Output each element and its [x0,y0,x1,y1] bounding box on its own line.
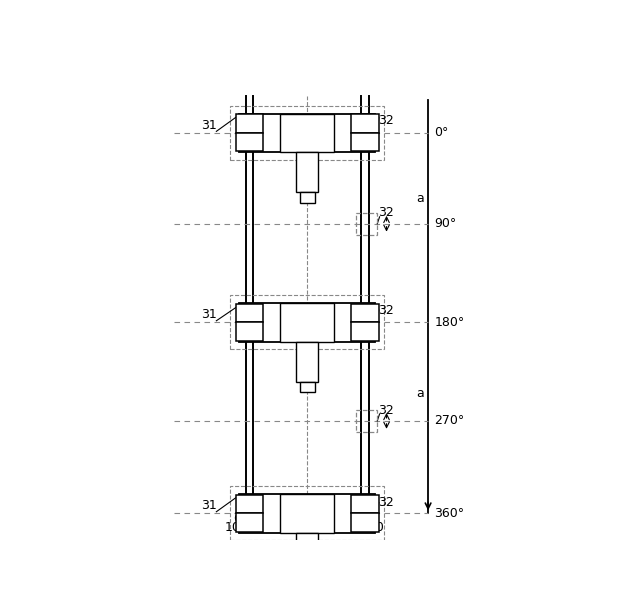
Text: 270°: 270° [435,415,465,427]
Text: 32: 32 [378,404,394,416]
Text: 32: 32 [378,304,394,316]
Text: 32: 32 [378,496,394,509]
Bar [351,322,379,341]
Bar [239,303,375,342]
Bar [230,296,384,349]
Text: 31: 31 [201,308,216,321]
Text: 31: 31 [201,119,216,132]
Bar [356,213,378,234]
Bar [280,303,334,342]
Bar [296,342,318,382]
Bar [280,114,334,152]
Bar [236,304,263,322]
Bar [236,115,263,133]
Text: R: R [324,307,332,319]
Bar [351,304,379,322]
Text: a: a [417,387,424,401]
Text: 32: 32 [378,206,394,220]
Bar [356,410,378,432]
Bar [351,514,379,532]
Text: 20: 20 [369,521,385,534]
Text: 10: 10 [225,521,241,534]
Bar [300,572,315,583]
Bar [236,514,263,532]
Bar [239,494,375,532]
Bar [280,494,334,532]
Bar [300,382,315,392]
Text: R: R [324,114,332,127]
Bar [351,115,379,133]
Text: 360°: 360° [435,507,465,520]
Bar [296,532,318,572]
Text: 180°: 180° [435,316,465,329]
Text: 32: 32 [378,114,394,127]
Bar [230,486,384,540]
Text: 31: 31 [201,499,216,512]
Bar [239,114,375,152]
Text: 0°: 0° [435,126,449,140]
Bar [351,495,379,514]
Bar [236,133,263,151]
Text: 90°: 90° [435,217,456,230]
Bar [236,322,263,341]
Bar [351,133,379,151]
Bar [300,192,315,203]
Bar [296,152,318,192]
Bar [236,495,263,514]
Text: R: R [324,496,332,509]
Bar [230,106,384,160]
Text: a: a [417,192,424,205]
